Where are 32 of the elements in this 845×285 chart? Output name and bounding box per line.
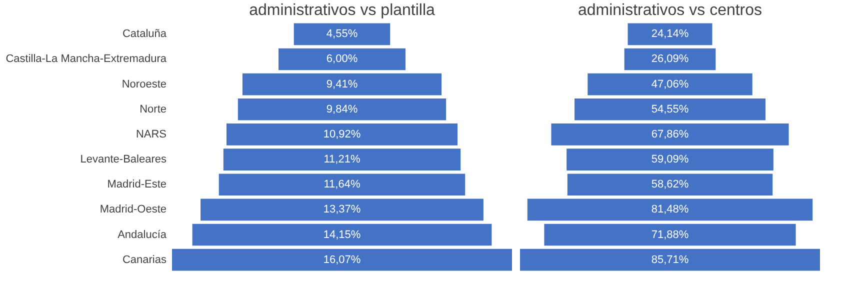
text: administrativos vs plantilla (249, 2, 436, 19)
text: administrativos vs centros (578, 2, 762, 19)
category-label: NARS (136, 128, 166, 140)
category-label: Madrid-Oeste (100, 204, 166, 216)
data-label: 81,48% (651, 204, 689, 216)
data-label: 59,09% (651, 154, 689, 166)
data-label: 11,64% (324, 178, 360, 191)
data-label: 6,00% (326, 53, 358, 66)
data-label: 10,92% (323, 128, 361, 140)
data-label: 9,84% (326, 103, 358, 116)
data-label: 4,55% (326, 28, 358, 40)
data-label: 26,09% (651, 53, 689, 66)
data-label: 67,86% (651, 128, 689, 140)
category-label: Madrid-Este (107, 178, 166, 191)
category-label: Noroeste (122, 78, 166, 90)
data-label: 14,15% (323, 228, 361, 241)
data-label: 24,14% (651, 28, 689, 40)
category-label: Levante-Baleares (80, 154, 167, 166)
data-label: 54,55% (651, 103, 689, 116)
data-label: 9,41% (326, 78, 358, 90)
data-label: 11,21% (324, 154, 360, 166)
data-label: 13,37% (323, 204, 361, 216)
data-label: 16,07% (323, 254, 361, 266)
category-label: Canarias (122, 254, 167, 266)
data-label: 47,06% (651, 78, 689, 90)
category-label: Cataluña (122, 28, 168, 40)
category-label: Andalucía (118, 228, 168, 241)
category-label: Norte (140, 103, 166, 116)
data-label: 85,71% (651, 254, 689, 266)
data-label: 71,88% (651, 228, 689, 241)
category-label: Castilla-La Mancha-Extremadura (6, 53, 168, 66)
data-label: 58,62% (651, 178, 689, 191)
